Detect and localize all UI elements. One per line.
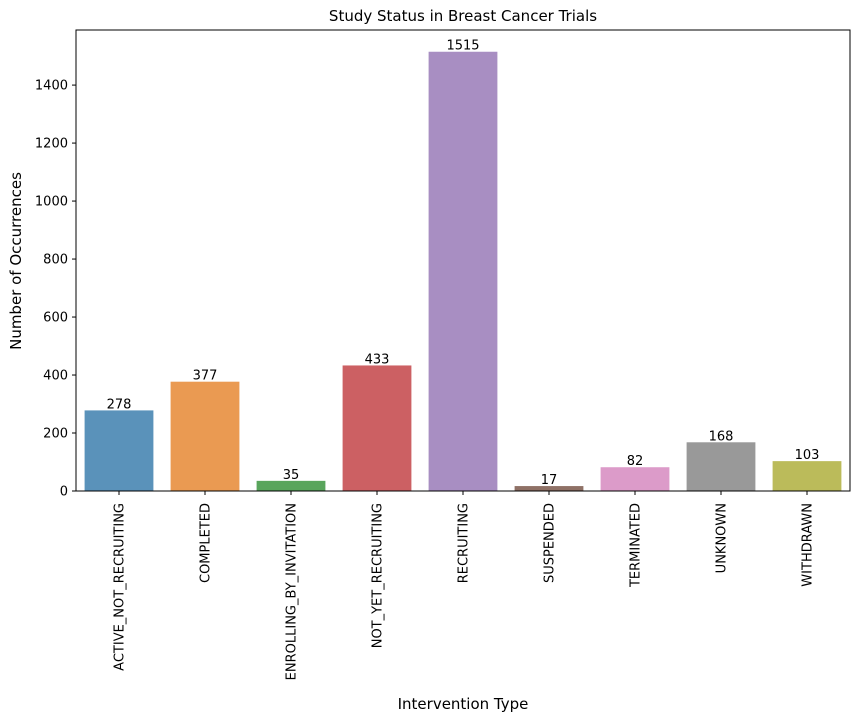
x-tick-label: COMPLETED [199, 503, 214, 583]
x-tick-label: WITHDRAWN [801, 503, 816, 587]
y-tick-label: 1000 [35, 195, 68, 210]
y-tick-label: 800 [43, 253, 68, 268]
x-tick-label: ACTIVE_NOT_RECRUITING [113, 503, 128, 671]
bar-value-label: 82 [627, 454, 644, 469]
bar-value-label: 433 [365, 352, 390, 367]
x-tick-label: UNKNOWN [715, 503, 730, 573]
x-axis-title: Intervention Type [398, 695, 529, 713]
bar-value-label: 103 [795, 448, 820, 463]
chart-title: Study Status in Breast Cancer Trials [329, 7, 597, 25]
y-tick-label: 0 [60, 485, 68, 500]
bar [342, 365, 412, 491]
bar [514, 486, 584, 491]
bar [428, 51, 498, 492]
bar [686, 442, 756, 491]
y-tick-label: 600 [43, 311, 68, 326]
bar [84, 410, 154, 491]
y-tick-label: 1200 [35, 137, 68, 152]
bar [256, 480, 326, 491]
y-tick-label: 200 [43, 427, 68, 442]
x-tick-label: TERMINATED [629, 503, 644, 588]
y-tick-label: 400 [43, 369, 68, 384]
bar [772, 461, 842, 491]
bar [600, 467, 670, 491]
plot-frame [75, 29, 851, 492]
bar-value-label: 17 [541, 473, 558, 488]
x-tick-label: SUSPENDED [543, 503, 558, 583]
bar-value-label: 35 [283, 468, 300, 483]
y-axis-title: Number of Occurrences [7, 172, 25, 350]
bar [170, 381, 240, 491]
x-tick-label: ENROLLING_BY_INVITATION [285, 503, 300, 680]
bar-value-label: 168 [709, 429, 734, 444]
bar-value-label: 1515 [446, 39, 479, 54]
x-tick-label: NOT_YET_RECRUITING [371, 503, 386, 648]
x-tick-label: RECRUITING [457, 503, 472, 583]
y-tick-label: 1400 [35, 79, 68, 94]
bar-value-label: 278 [107, 397, 132, 412]
bar-value-label: 377 [193, 369, 218, 384]
